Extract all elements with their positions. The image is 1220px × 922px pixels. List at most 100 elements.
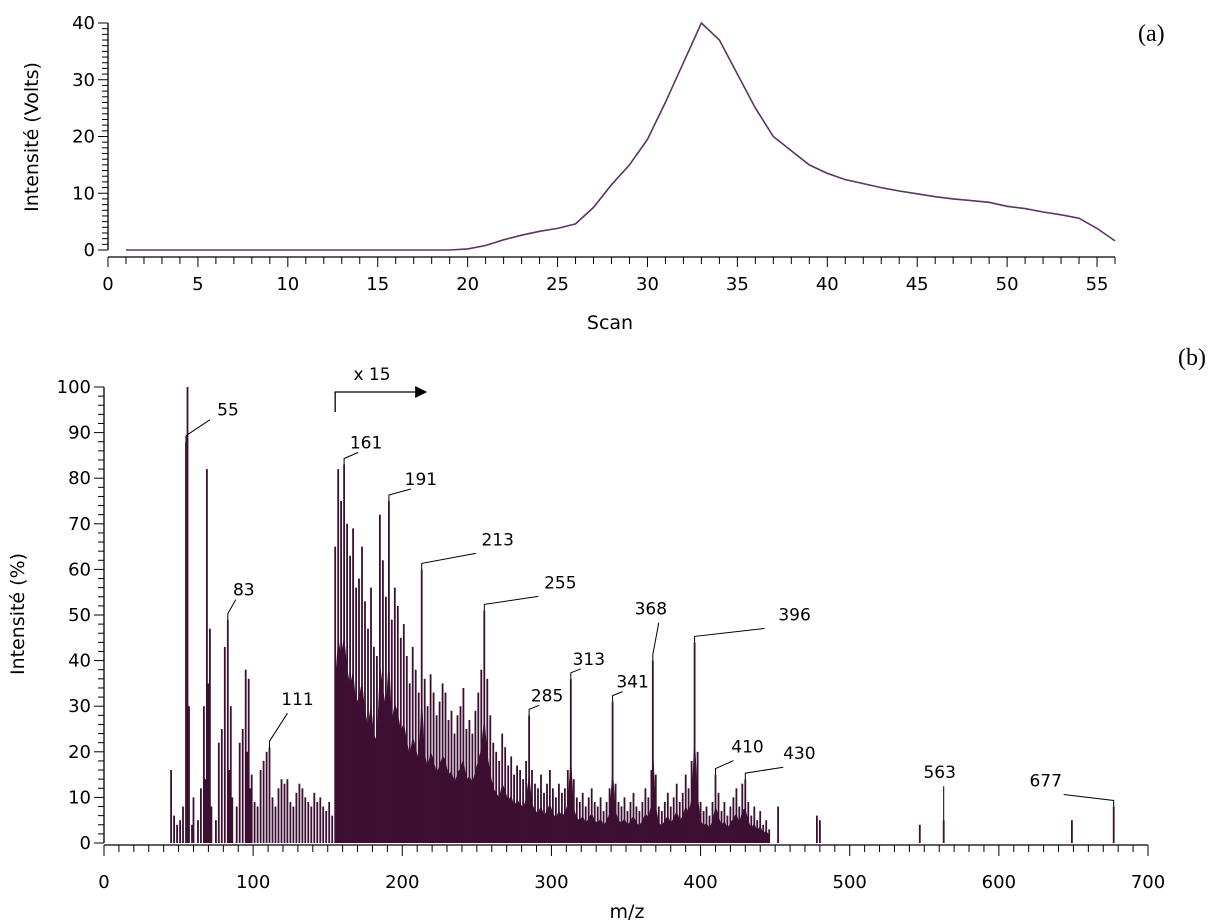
chart-b-peak-bar (537, 788, 539, 843)
chart-b-peak-bar (325, 811, 328, 843)
chart-b-peak-bar (632, 792, 635, 843)
chart-b-peak-bar (370, 587, 372, 843)
chart-b-peak-bar (614, 783, 617, 843)
chart-b-peak-bar (385, 596, 387, 843)
chart-b-annotation-label: 313 (573, 650, 605, 670)
chart-b-peak-bar (495, 751, 498, 843)
chart-b-peak-bar (223, 646, 226, 843)
chart-b-peak-bar (328, 802, 331, 843)
chart-b-peak-bar (759, 811, 762, 843)
chart-b-peak-bar (575, 797, 578, 843)
chart-b-x-tick-label: 700 (1131, 872, 1165, 893)
chart-b-peak-bar (584, 806, 587, 843)
chart-b-annotation-label: 83 (233, 581, 255, 601)
chart-b-peak-bar (244, 669, 247, 843)
chart-b-peak-bar (486, 678, 489, 843)
chart-b-peak-bar (942, 820, 945, 843)
chart-b-peak-bar (765, 820, 768, 843)
chart-b-peak-bar (346, 523, 348, 843)
chart-b-peak-bar (708, 815, 711, 843)
chart-b-peak-bar (678, 802, 681, 843)
chart-b-peak-bar (477, 692, 480, 843)
chart-b-peak-bar (699, 802, 702, 843)
chart-b-peak-bar (672, 797, 675, 843)
chart-b-peak-bar (654, 774, 657, 843)
chart-b-peak-bar (340, 501, 342, 843)
chart-b-peak-bar (229, 706, 232, 843)
chart-a-y-tick-label: 40 (72, 13, 95, 34)
chart-b-peak-bar (197, 820, 199, 843)
chart-b-peak-bar (702, 811, 705, 843)
chart-b-peak-bar (1071, 820, 1073, 843)
chart-b-peak-bar (343, 464, 345, 843)
chart-b-x-tick-label: 300 (534, 872, 568, 893)
chart-b-y-tick-label: 30 (68, 696, 91, 717)
chart-b-y-tick-label: 60 (68, 559, 91, 580)
chart-b-x-tick-label: 500 (833, 872, 867, 893)
chart-b-annotation-leader (570, 668, 581, 679)
chart-b-peak-bar (441, 683, 444, 843)
chart-b-peak-bar (283, 783, 286, 843)
chart-a-x-tick-label: 20 (456, 274, 479, 295)
chart-b-annotation-label: 161 (350, 434, 382, 454)
magnification-arrow-head (415, 386, 428, 398)
chart-b-peak-bar (651, 660, 654, 843)
chart-b-peak-bar (444, 692, 447, 843)
chart-b-peak-bar (581, 792, 584, 843)
chart-b-peak-bar (226, 619, 229, 843)
chart-a-xlabel: Scan (587, 312, 633, 334)
chart-b-peak-bar (361, 546, 363, 843)
chart-b-mass-spectrum: (b) Intensité (%) m/z 0 100 200 300 400 500 60… (7, 345, 1206, 922)
chart-b-peak-bar (762, 824, 765, 843)
chart-b-peak-bar (408, 683, 411, 843)
chart-b-annotation-leader (421, 552, 476, 570)
chart-b-annotation-leader (528, 704, 540, 716)
chart-b-peak-bar (286, 779, 289, 843)
chart-b-peak-bar (638, 811, 641, 843)
chart-b-peak-bar (816, 815, 818, 843)
chart-b-y-tick-label: 50 (68, 605, 91, 626)
chart-a-x-tick-label: 55 (1086, 274, 1109, 295)
chart-b-peak-bar (382, 560, 384, 843)
chart-b-peak-bar (304, 797, 307, 843)
chart-b-peak-bar (238, 742, 241, 843)
chart-b-peak-bar (738, 806, 741, 843)
chart-a-x-tick-label: 45 (906, 274, 929, 295)
chart-b-peak-bar (256, 806, 259, 843)
panel-label-a: (a) (1138, 21, 1165, 47)
chart-b-peak-bar (249, 788, 252, 843)
chart-b-annotation-leader (612, 691, 623, 702)
chart-b-peak-bar (657, 806, 660, 843)
chart-b-annotation-leader (483, 595, 539, 611)
chart-a-x-tick-label: 10 (276, 274, 299, 295)
chart-b-peak-bar (426, 706, 429, 843)
chart-b-peak-bar (292, 806, 295, 843)
chart-a-y-tick-label: 0 (84, 240, 95, 261)
chart-b-peak-bar (1112, 806, 1115, 843)
chart-b-peak-bar (602, 811, 605, 843)
chart-b-peak-bar (681, 792, 684, 843)
chart-b-peak-bar (566, 770, 569, 843)
chart-b-peak-bar (561, 792, 563, 843)
chart-b-annotation-label: 341 (616, 673, 648, 693)
chart-b-peak-bar (531, 770, 533, 843)
chart-b-peak-bar (717, 792, 720, 843)
chart-b-peak-bar (590, 788, 593, 843)
chart-b-peak-bar (241, 729, 244, 843)
chart-b-peak-bar (641, 802, 644, 843)
chart-b-peak-bar (228, 770, 231, 843)
chart-b-peak-bar (569, 678, 572, 843)
chart-b-peak-bar (528, 715, 530, 843)
chart-b-y-tick-label: 20 (68, 742, 91, 763)
chart-b-peak-bar (564, 788, 566, 843)
chart-b-peak-bar (747, 802, 750, 843)
chart-b-peak-bar (417, 692, 420, 843)
chart-b-peak-bar (396, 605, 399, 843)
chart-b-peak-bar (471, 733, 474, 843)
panel-label-b: (b) (1178, 345, 1206, 371)
chart-b-peak-bar (235, 806, 238, 843)
chart-a-axes (107, 23, 1115, 258)
chart-b-peak-bar (756, 820, 759, 843)
chart-b-peak-bar (623, 797, 626, 843)
chart-b-y-tick-label: 10 (68, 787, 91, 808)
